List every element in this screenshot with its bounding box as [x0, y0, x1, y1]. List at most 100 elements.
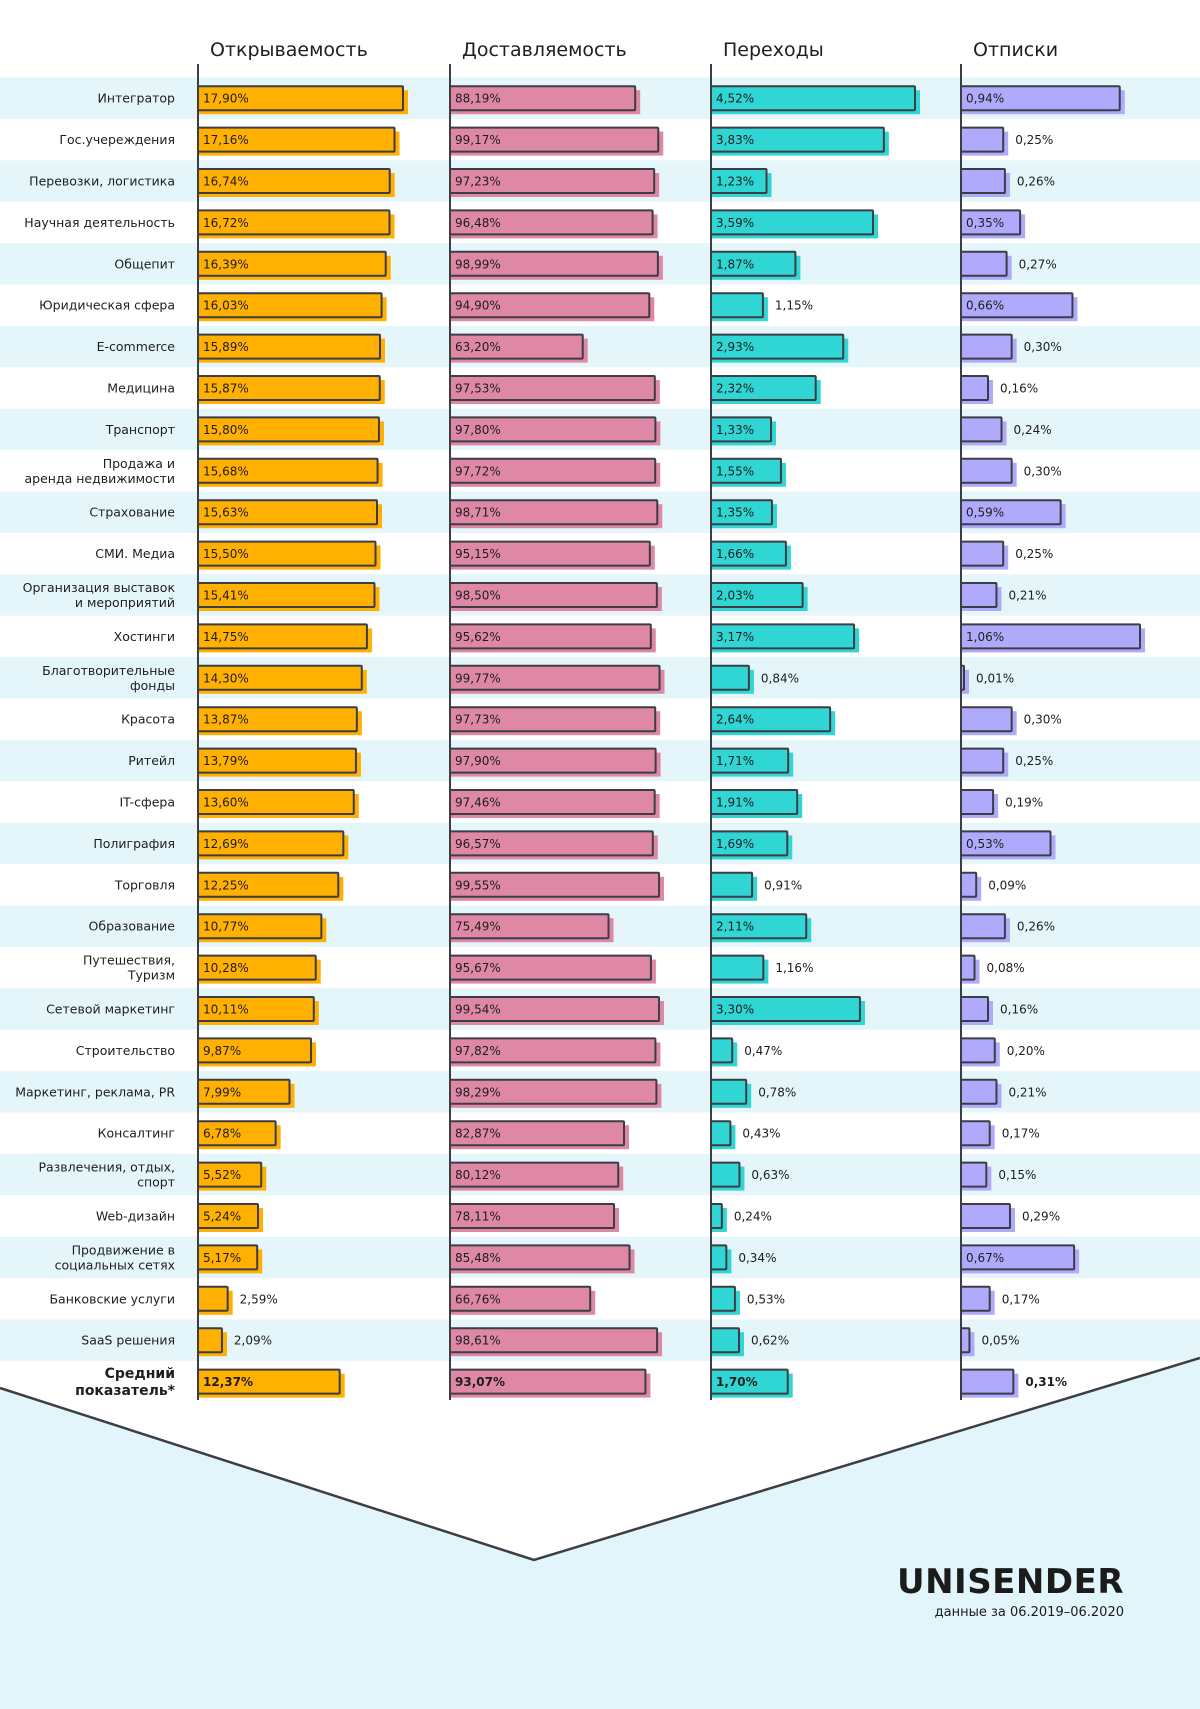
bar — [960, 499, 1062, 526]
data-label: 0,17% — [1002, 1127, 1040, 1141]
data-label: 10,77% — [203, 920, 249, 934]
data-label: 0,24% — [734, 1210, 772, 1224]
category-label-line: Web-дизайн — [96, 1209, 175, 1224]
data-label: 1,35% — [716, 506, 754, 520]
category-label: Научная деятельность — [24, 215, 175, 230]
data-label: 2,64% — [716, 713, 754, 727]
data-period: данные за 06.2019–06.2020 — [934, 1605, 1124, 1620]
data-label: 0,94% — [966, 92, 1004, 106]
bar-shadow — [962, 669, 969, 694]
data-label: 97,73% — [455, 713, 501, 727]
data-label: 0,20% — [1007, 1044, 1045, 1058]
data-label: 97,80% — [455, 423, 501, 437]
bar — [710, 871, 754, 898]
bar — [449, 1120, 626, 1147]
data-label: 0,53% — [966, 837, 1004, 851]
data-label: 16,74% — [203, 175, 249, 189]
bar — [197, 499, 379, 526]
category-label-line: Банковские услуги — [49, 1291, 175, 1306]
bar — [710, 1120, 732, 1147]
data-label: 82,87% — [455, 1127, 501, 1141]
bar — [197, 1244, 259, 1271]
column-title: Доставляемость — [462, 39, 627, 61]
category-label: Путешествия, Туризм — [83, 953, 175, 983]
bar — [710, 913, 808, 940]
data-label: 15,80% — [203, 423, 249, 437]
bar — [960, 582, 998, 608]
bar — [197, 375, 381, 401]
data-label: 97,53% — [455, 382, 501, 396]
bar — [449, 996, 661, 1022]
bar — [197, 954, 317, 981]
data-label: 3,83% — [716, 133, 754, 147]
data-label: 97,46% — [455, 796, 501, 810]
bar — [449, 871, 661, 898]
bar — [710, 1285, 736, 1312]
bar — [197, 250, 387, 277]
data-label: 1,06% — [966, 630, 1004, 644]
bar — [197, 1161, 263, 1188]
bar — [960, 623, 1141, 650]
data-label: 6,78% — [203, 1127, 241, 1141]
data-label: 66,76% — [455, 1292, 501, 1306]
data-label: 0,09% — [988, 878, 1026, 892]
bar — [449, 623, 652, 650]
bar — [197, 168, 391, 194]
category-label-line: СМИ. Медиа — [95, 546, 175, 561]
data-label: 17,16% — [203, 133, 249, 147]
column-title: Переходы — [723, 39, 824, 61]
category-label-line: Туризм — [127, 968, 175, 983]
bar — [197, 913, 323, 940]
data-label: 96,57% — [455, 837, 501, 851]
category-label-line: Средний — [105, 1366, 175, 1382]
data-label: 2,11% — [716, 920, 754, 934]
category-label-line: SaaS решения — [81, 1333, 175, 1348]
bar — [449, 85, 637, 112]
bottom-panel — [0, 1358, 1200, 1709]
data-label: 95,62% — [455, 630, 501, 644]
category-label-line: Ритейл — [128, 753, 175, 768]
bar — [710, 1203, 723, 1229]
data-label: 5,24% — [203, 1210, 241, 1224]
category-label-line: Путешествия, — [83, 953, 175, 968]
data-label: 1,91% — [716, 796, 754, 810]
bar — [449, 706, 657, 733]
bar — [197, 1285, 229, 1312]
bar — [960, 789, 995, 815]
bar — [449, 1161, 620, 1188]
data-label: 0,62% — [751, 1334, 789, 1348]
category-label: Красота — [121, 712, 175, 727]
category-label-line: Организация выставок — [23, 580, 176, 595]
category-label-line: Интегратор — [97, 91, 175, 106]
category-label: Торговля — [114, 877, 175, 892]
category-label-line: Хостинги — [114, 629, 175, 644]
category-label: Гос.учереждения — [59, 132, 175, 147]
data-label: 0,21% — [1008, 1085, 1046, 1099]
category-label-line: Перевозки, логистика — [29, 174, 175, 189]
bar — [197, 789, 355, 815]
bar — [449, 1203, 616, 1229]
data-label: 15,63% — [203, 506, 249, 520]
category-label: Юридическая сфера — [39, 298, 175, 313]
data-label: 0,25% — [1015, 754, 1053, 768]
bar — [960, 375, 990, 401]
bar — [449, 457, 657, 484]
bar — [960, 1037, 996, 1064]
bar — [960, 1203, 1011, 1229]
data-label: 97,72% — [455, 464, 501, 478]
bar — [197, 830, 345, 857]
category-label: Благотворительные фонды — [42, 663, 175, 693]
data-label: 0,19% — [1005, 796, 1043, 810]
bar — [710, 540, 787, 567]
data-label: 0,31% — [1025, 1375, 1067, 1389]
data-label: 0,16% — [1000, 1003, 1038, 1017]
bar — [449, 333, 584, 360]
column-title: Открываемость — [210, 39, 368, 61]
data-label: 1,70% — [716, 1375, 758, 1389]
bottom-arrow-line — [0, 1356, 1200, 1562]
category-label: Web-дизайн — [96, 1209, 175, 1224]
category-label: Консалтинг — [98, 1126, 175, 1141]
data-label: 14,30% — [203, 671, 249, 685]
bar — [710, 292, 764, 319]
category-label-line: Научная деятельность — [24, 215, 175, 230]
